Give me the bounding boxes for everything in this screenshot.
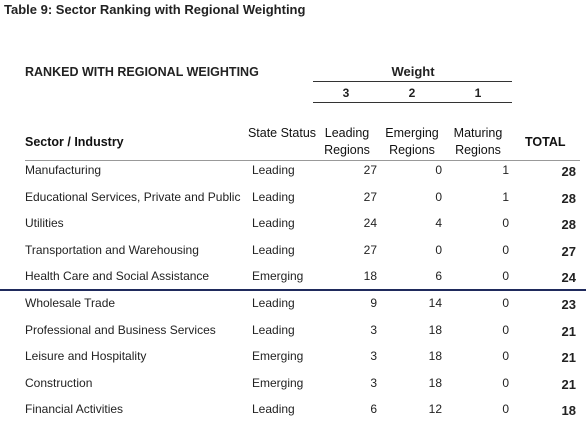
weight: 2 bbox=[408, 86, 416, 100]
rule bbox=[313, 81, 512, 82]
sector-name: Health Care and Social Assistance bbox=[25, 269, 210, 284]
state-status: Leading bbox=[252, 163, 295, 177]
score: 18 bbox=[428, 322, 442, 337]
table-title: Table 9: Sector Ranking with Regional We… bbox=[4, 2, 306, 17]
score: 0 bbox=[502, 349, 509, 364]
sector-name: Leisure and Hospitality bbox=[25, 349, 147, 364]
section-divider bbox=[0, 289, 586, 291]
state-status: Leading bbox=[252, 322, 295, 337]
weight: 1 bbox=[474, 86, 482, 100]
total: 21 bbox=[561, 376, 576, 392]
total: 23 bbox=[561, 297, 576, 312]
total: 27 bbox=[561, 243, 576, 259]
score: 6 bbox=[435, 269, 442, 284]
state-status: Leading bbox=[252, 296, 295, 310]
score: 1 bbox=[502, 189, 509, 204]
state-status: Emerging bbox=[252, 349, 304, 364]
rule bbox=[25, 160, 580, 161]
column-header: Emerging Regions bbox=[385, 126, 439, 157]
score: 27 bbox=[363, 189, 377, 204]
sector-name: Construction bbox=[25, 375, 93, 390]
score: 6 bbox=[370, 402, 377, 417]
score: 0 bbox=[502, 402, 509, 417]
score: 0 bbox=[435, 163, 442, 177]
score: 9 bbox=[370, 296, 377, 310]
score: 3 bbox=[370, 375, 377, 390]
score: 3 bbox=[370, 349, 377, 364]
score: 0 bbox=[502, 375, 509, 390]
state-status: Leading bbox=[252, 242, 295, 257]
score: 27 bbox=[363, 163, 377, 177]
sector-name: Professional and Business Services bbox=[25, 322, 216, 337]
weight-label: Weight bbox=[391, 64, 435, 79]
total: 28 bbox=[561, 164, 576, 179]
column-header: TOTAL bbox=[525, 135, 566, 149]
state-status: Emerging bbox=[252, 269, 304, 284]
score: 0 bbox=[502, 322, 509, 337]
state-status: Leading bbox=[252, 189, 295, 204]
sector-name: Wholesale Trade bbox=[25, 296, 116, 310]
sector-name: Financial Activities bbox=[25, 402, 124, 417]
total: 21 bbox=[561, 323, 576, 339]
score: 27 bbox=[363, 242, 377, 257]
score: 14 bbox=[428, 296, 442, 310]
score: 18 bbox=[428, 375, 442, 390]
column-header: Sector / Industry bbox=[25, 135, 124, 149]
column-header: State Status bbox=[247, 126, 317, 140]
score: 24 bbox=[363, 216, 377, 231]
score: 0 bbox=[502, 269, 509, 284]
score: 0 bbox=[502, 216, 509, 231]
sector-name: Manufacturing bbox=[25, 163, 102, 177]
weight: 3 bbox=[342, 86, 350, 100]
table-caption: RANKED WITH REGIONAL WEIGHTING bbox=[25, 65, 259, 79]
score: 0 bbox=[502, 296, 509, 310]
total: 28 bbox=[561, 217, 576, 233]
total: 21 bbox=[561, 350, 576, 366]
sector-name: Utilities bbox=[25, 216, 64, 231]
score: 0 bbox=[435, 242, 442, 257]
score: 0 bbox=[435, 189, 442, 204]
score: 0 bbox=[502, 242, 509, 257]
sector-name: Educational Services, Private and Public bbox=[25, 189, 241, 204]
state-status: Emerging bbox=[252, 375, 304, 390]
score: 18 bbox=[363, 269, 377, 284]
score: 12 bbox=[428, 402, 442, 417]
column-header: Maturing Regions bbox=[453, 126, 503, 157]
state-status: Leading bbox=[252, 216, 295, 231]
rule bbox=[313, 102, 512, 103]
column-header: Leading Regions bbox=[324, 126, 370, 157]
total: 24 bbox=[561, 270, 576, 286]
sector-name: Transportation and Warehousing bbox=[25, 242, 199, 257]
score: 1 bbox=[502, 163, 509, 177]
score: 4 bbox=[435, 216, 442, 231]
total: 18 bbox=[561, 403, 576, 419]
state-status: Leading bbox=[252, 402, 295, 417]
score: 18 bbox=[428, 349, 442, 364]
score: 3 bbox=[370, 322, 377, 337]
total: 28 bbox=[561, 190, 576, 206]
